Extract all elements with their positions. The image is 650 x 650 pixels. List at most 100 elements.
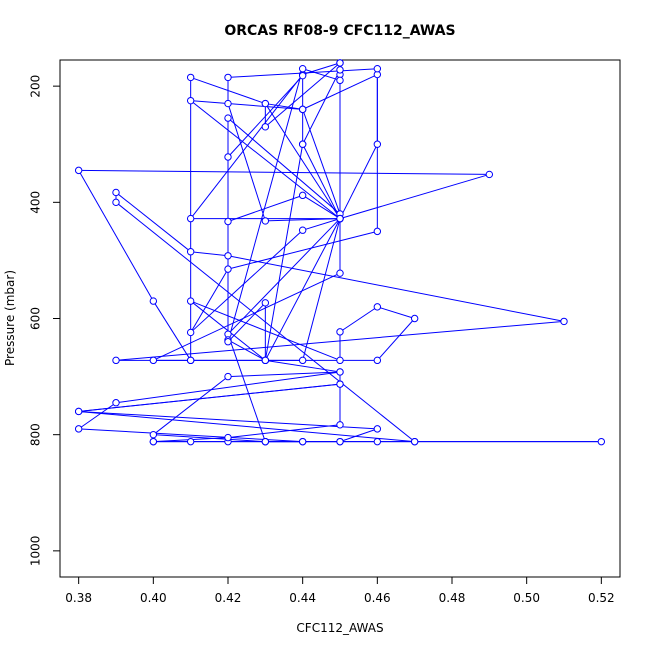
data-point xyxy=(410,437,419,446)
data-point xyxy=(485,170,494,179)
series-points xyxy=(74,59,606,446)
series-line-segment xyxy=(376,318,416,361)
data-point xyxy=(112,188,120,197)
series-line-segment xyxy=(190,74,304,219)
data-point xyxy=(261,437,270,446)
data-point xyxy=(298,105,307,114)
data-point xyxy=(298,140,307,148)
series-line-segment xyxy=(78,383,341,412)
series-line-segment xyxy=(227,334,266,442)
data-point xyxy=(224,338,232,346)
data-point xyxy=(186,214,195,223)
data-point xyxy=(373,356,382,365)
data-point xyxy=(373,140,382,148)
data-point xyxy=(112,399,120,407)
chart-title: ORCAS RF08-9 CFC112_AWAS xyxy=(224,23,455,39)
data-point xyxy=(373,303,382,311)
data-point xyxy=(224,114,232,122)
x-axis: 0.38 0.40 0.42 0.44 0.46 0.48 0.50 0.52 xyxy=(65,577,615,605)
x-tick-label: 0.38 xyxy=(65,591,92,605)
data-point xyxy=(298,191,307,200)
data-point xyxy=(560,317,568,326)
data-point xyxy=(261,123,270,131)
series-line-segment xyxy=(153,272,341,361)
series-line-segment xyxy=(190,100,341,219)
data-point xyxy=(597,437,606,446)
data-point xyxy=(186,297,195,305)
y-axis-label: Pressure (mbar) xyxy=(3,270,17,366)
series-line-segment xyxy=(227,75,304,158)
data-point xyxy=(298,65,307,73)
data-point xyxy=(224,153,232,161)
data-point xyxy=(224,265,232,273)
series-line-segment xyxy=(227,230,378,270)
series-line-segment xyxy=(264,144,304,361)
y-tick-label: 400 xyxy=(29,191,43,214)
data-point xyxy=(224,217,232,226)
data-point xyxy=(410,314,419,323)
series-line-segment xyxy=(153,376,229,436)
series-line-segment xyxy=(115,371,341,404)
data-point xyxy=(298,356,307,365)
series-line-segment xyxy=(78,169,490,175)
data-point xyxy=(261,299,270,307)
series-line-segment xyxy=(190,100,303,110)
x-tick-label: 0.44 xyxy=(289,591,316,605)
series-line-segment xyxy=(227,194,303,222)
series-line-segment xyxy=(78,410,415,443)
series-line-segment xyxy=(190,229,304,333)
series-line-segment xyxy=(302,109,341,215)
y-tick-label: 800 xyxy=(29,423,43,446)
data-point xyxy=(186,96,195,105)
data-point xyxy=(336,59,344,67)
series-line-segment xyxy=(115,192,191,253)
data-point xyxy=(336,437,344,446)
x-tick-label: 0.52 xyxy=(588,591,615,605)
data-point xyxy=(298,437,307,446)
data-point xyxy=(224,252,232,260)
series-line-segment xyxy=(227,424,341,439)
data-point xyxy=(336,66,344,74)
series-line-segment xyxy=(152,300,192,361)
data-point xyxy=(261,217,270,225)
series-line-segment xyxy=(227,302,266,343)
series-line-segment xyxy=(302,194,341,220)
data-point xyxy=(186,328,195,337)
series-line-segment xyxy=(339,173,490,220)
data-point xyxy=(74,425,83,433)
series-line-segment xyxy=(78,170,154,302)
x-tick-label: 0.46 xyxy=(364,591,391,605)
data-point xyxy=(298,226,307,234)
series-line-segment xyxy=(302,144,341,219)
data-point xyxy=(336,421,344,429)
data-point xyxy=(186,437,195,446)
data-point xyxy=(336,76,344,85)
y-tick-label: 600 xyxy=(29,307,43,330)
series-line-segment xyxy=(190,268,229,333)
data-point xyxy=(373,437,382,446)
series-line-segment xyxy=(227,68,304,342)
x-tick-label: 0.40 xyxy=(140,591,167,605)
series-line-segment xyxy=(339,306,378,333)
series-line-segment xyxy=(78,402,117,430)
data-point xyxy=(186,247,195,256)
series-line-segment xyxy=(302,68,341,81)
series-line-segment xyxy=(264,218,341,361)
x-axis-label: CFC112_AWAS xyxy=(296,621,383,635)
series-line-segment xyxy=(190,251,229,257)
data-point xyxy=(336,380,344,388)
series-line-segment xyxy=(227,117,341,215)
data-point xyxy=(149,297,158,305)
data-point xyxy=(224,433,232,442)
x-tick-label: 0.42 xyxy=(215,591,242,605)
series-line-segment xyxy=(153,434,266,443)
data-point xyxy=(112,356,120,365)
data-point xyxy=(373,227,382,236)
series-line-segment xyxy=(302,218,341,231)
data-point xyxy=(336,356,344,365)
data-point xyxy=(224,372,232,381)
data-point xyxy=(298,71,307,80)
y-axis: 200 400 600 800 1000 xyxy=(29,75,60,566)
data-point xyxy=(74,407,83,416)
